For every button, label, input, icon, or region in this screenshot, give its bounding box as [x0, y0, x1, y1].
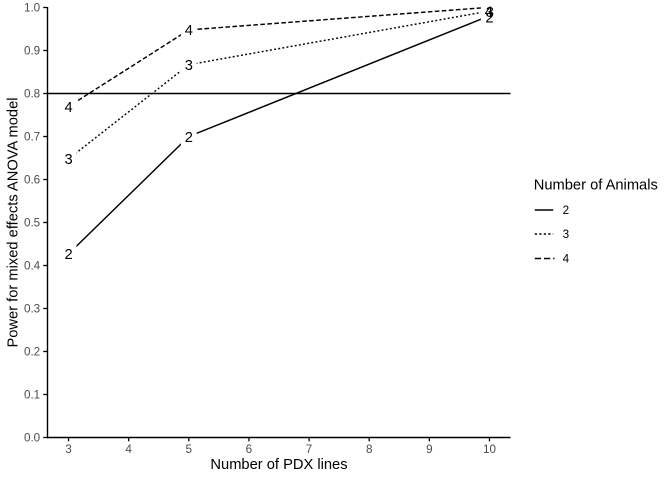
svg-text:3: 3 — [185, 58, 193, 74]
svg-text:2: 2 — [64, 247, 72, 263]
svg-text:3: 3 — [563, 228, 570, 241]
svg-text:3: 3 — [486, 5, 494, 21]
svg-text:4: 4 — [485, 4, 493, 20]
svg-text:0.4: 0.4 — [24, 260, 41, 273]
svg-text:Number of PDX lines: Number of PDX lines — [210, 457, 347, 473]
svg-text:0.0: 0.0 — [24, 432, 41, 445]
svg-text:4: 4 — [64, 100, 72, 116]
svg-text:2: 2 — [185, 130, 193, 146]
svg-text:4: 4 — [125, 443, 132, 456]
svg-text:0.6: 0.6 — [24, 174, 40, 187]
svg-text:3: 3 — [64, 152, 72, 168]
svg-text:0.5: 0.5 — [24, 217, 41, 230]
svg-text:Power for mixed effects ANOVA: Power for mixed effects ANOVA model — [6, 97, 22, 347]
svg-text:0.8: 0.8 — [24, 88, 40, 101]
svg-text:4: 4 — [563, 253, 570, 266]
svg-text:6: 6 — [246, 443, 253, 456]
svg-text:0.3: 0.3 — [24, 303, 40, 316]
svg-text:4: 4 — [185, 23, 193, 39]
svg-text:0.2: 0.2 — [24, 346, 40, 359]
svg-text:7: 7 — [306, 443, 313, 456]
svg-text:1.0: 1.0 — [24, 2, 41, 15]
svg-text:0.9: 0.9 — [24, 45, 40, 58]
svg-text:3: 3 — [65, 443, 72, 456]
svg-text:8: 8 — [366, 443, 373, 456]
svg-text:5: 5 — [186, 443, 193, 456]
svg-text:0.1: 0.1 — [24, 389, 40, 402]
svg-text:9: 9 — [426, 443, 433, 456]
svg-text:Number of Animals: Number of Animals — [534, 178, 658, 194]
svg-text:2: 2 — [563, 204, 570, 217]
svg-text:10: 10 — [483, 443, 497, 456]
svg-text:0.7: 0.7 — [24, 131, 40, 144]
svg-text:2: 2 — [485, 10, 493, 26]
